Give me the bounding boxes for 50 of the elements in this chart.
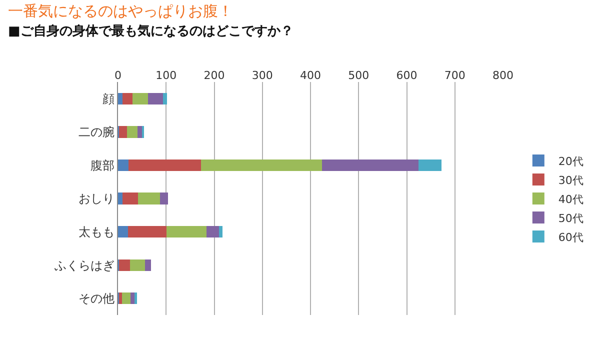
- bar: [127, 126, 138, 138]
- bar: [418, 159, 442, 172]
- bar: [219, 226, 222, 238]
- bar: [118, 159, 129, 172]
- bar: [122, 192, 138, 204]
- bar: [118, 259, 130, 271]
- bar: [206, 226, 220, 238]
- bar: [200, 159, 322, 172]
- x-tick-label: 0: [114, 68, 122, 82]
- bar: [118, 192, 122, 204]
- bar: [322, 159, 418, 172]
- y-tick-label: その他: [78, 292, 115, 306]
- y-tick-label: 顔: [102, 92, 115, 106]
- bar: [118, 92, 122, 104]
- x-tick-label: 800: [492, 68, 514, 82]
- legend-label: 20代: [558, 154, 584, 168]
- x-tick-label: 100: [156, 68, 177, 82]
- y-tick-label: 二の腕: [78, 125, 115, 140]
- x-tick-label: 600: [396, 68, 418, 82]
- bar: [132, 92, 148, 104]
- legend-label: 30代: [558, 174, 584, 187]
- legend-label: 40代: [558, 192, 584, 206]
- bar: [118, 126, 128, 138]
- bar: [144, 259, 152, 271]
- bar: [130, 292, 134, 304]
- y-tick-label: 太もも: [78, 224, 115, 239]
- bar: [138, 192, 160, 204]
- legend-label: 50代: [558, 212, 584, 225]
- bar: [118, 226, 128, 238]
- bar: [122, 92, 132, 104]
- x-tick-label: 200: [204, 68, 225, 82]
- bar: [162, 92, 168, 104]
- y-tick-label: 腹部: [90, 158, 115, 172]
- x-tick-label: 700: [444, 68, 466, 82]
- bar: [148, 92, 163, 104]
- x-tick-label: 300: [252, 68, 273, 82]
- chart-subtitle: ■ご自身の身体で最も気になるのはどこですか？: [8, 24, 294, 39]
- x-tick-label: 500: [348, 68, 370, 82]
- legend-label: 60代: [558, 230, 584, 244]
- bar: [128, 159, 201, 172]
- bar: [122, 292, 131, 304]
- bar: [130, 259, 145, 271]
- chart-title: 一番気になるのはやっぱりお腹！: [8, 2, 233, 20]
- bar: [160, 192, 168, 204]
- bar: [134, 292, 137, 304]
- bar: [128, 226, 167, 238]
- y-tick-label: ふくらはぎ: [54, 258, 115, 272]
- x-tick-label: 400: [300, 68, 321, 82]
- y-tick-label: おしり: [78, 192, 115, 206]
- bar: [166, 226, 207, 238]
